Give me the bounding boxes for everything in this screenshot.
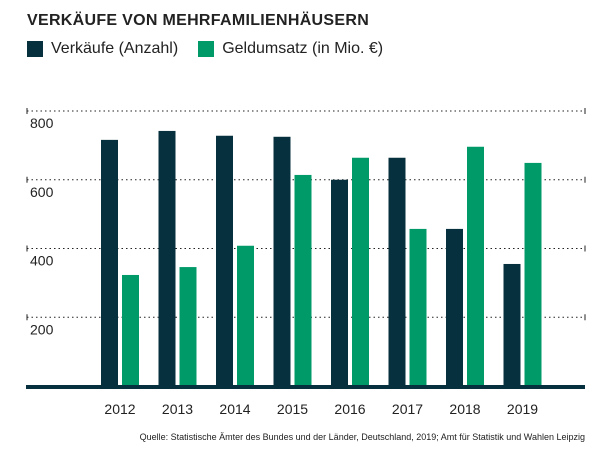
y-tick-label: 600 bbox=[30, 184, 54, 200]
x-tick-label: 2012 bbox=[104, 401, 135, 417]
legend-label: Verkäufe (Anzahl) bbox=[51, 40, 179, 57]
bar-geldumsatz-2017 bbox=[409, 228, 427, 386]
legend: Verkäufe (Anzahl) Geldumsatz (in Mio. €) bbox=[27, 40, 383, 58]
legend-label: Geldumsatz (in Mio. €) bbox=[222, 40, 384, 57]
legend-item-verkaeufe: Verkäufe (Anzahl) bbox=[27, 40, 178, 58]
legend-swatch bbox=[27, 41, 43, 57]
x-tick-label: 2017 bbox=[392, 401, 423, 417]
source-note: Quelle: Statistische Ämter des Bundes un… bbox=[139, 432, 585, 442]
chart-title: VERKÄUFE VON MEHRFAMILIENHÄUSERN bbox=[27, 12, 370, 29]
bar-geldumsatz-2014 bbox=[237, 245, 254, 386]
y-tick-label: 400 bbox=[30, 253, 54, 269]
y-tick-label: 800 bbox=[30, 115, 54, 131]
bar-verkaeufe-2015 bbox=[273, 136, 291, 386]
bar-geldumsatz-2016 bbox=[352, 157, 369, 386]
x-tick-label: 2014 bbox=[219, 401, 250, 417]
y-tick-label: 200 bbox=[30, 321, 54, 337]
bar-geldumsatz-2015 bbox=[294, 174, 312, 386]
x-axis-baseline bbox=[26, 385, 585, 389]
bar-geldumsatz-2019 bbox=[524, 162, 542, 386]
x-tick-label: 2016 bbox=[334, 401, 365, 417]
bar-geldumsatz-2013 bbox=[179, 267, 197, 386]
bar-verkaeufe-2016 bbox=[331, 179, 348, 386]
legend-swatch bbox=[198, 41, 215, 57]
bar-verkaeufe-2012 bbox=[101, 139, 118, 386]
bar-geldumsatz-2018 bbox=[467, 146, 484, 386]
bar-geldumsatz-2012 bbox=[122, 274, 139, 386]
bar-verkaeufe-2018 bbox=[446, 228, 463, 386]
x-tick-label: 2015 bbox=[277, 401, 308, 417]
x-tick-label: 2018 bbox=[449, 401, 480, 417]
bar-verkaeufe-2014 bbox=[216, 135, 233, 386]
bar-verkaeufe-2019 bbox=[503, 263, 521, 386]
legend-item-geldumsatz: Geldumsatz (in Mio. €) bbox=[198, 40, 383, 58]
bar-verkaeufe-2017 bbox=[388, 157, 406, 386]
x-tick-label: 2013 bbox=[162, 401, 193, 417]
bar-verkaeufe-2013 bbox=[158, 130, 176, 386]
x-tick-label: 2019 bbox=[507, 401, 538, 417]
